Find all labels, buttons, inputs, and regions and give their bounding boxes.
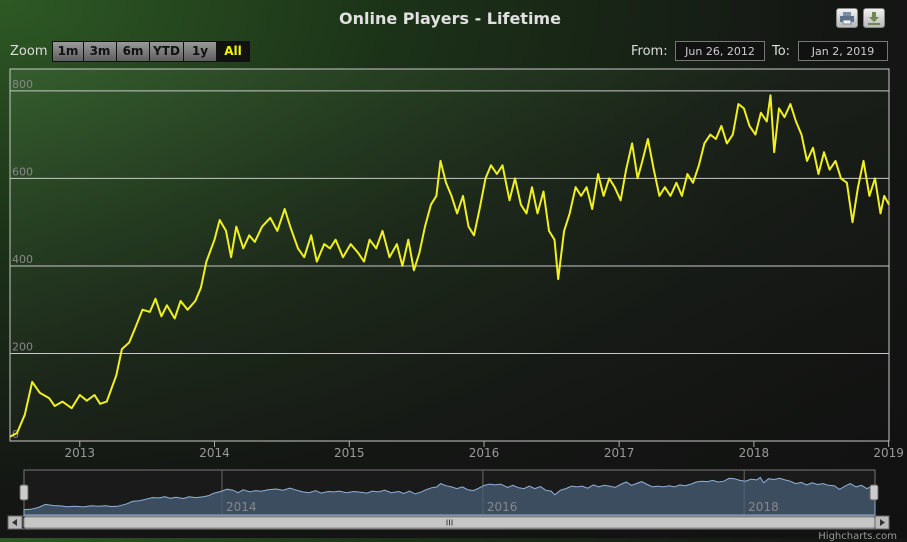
zoom-label: Zoom (10, 44, 48, 59)
to-date-input[interactable] (798, 41, 888, 61)
download-icon (868, 12, 880, 25)
navigator-handle-right[interactable] (869, 484, 879, 501)
to-label: To: (772, 44, 791, 59)
series-line (9, 94, 890, 438)
x-tick-label: 2014 (199, 446, 230, 460)
zoom-all-button[interactable]: All (216, 41, 250, 62)
navigator-tick-label: 2016 (487, 500, 518, 514)
navigator-handle-left[interactable] (19, 484, 29, 501)
chart-title: Online Players - Lifetime (339, 9, 561, 28)
scroll-left-arrow-icon (12, 519, 17, 526)
x-tick-label: 2013 (65, 446, 96, 460)
x-tick-label: 2017 (604, 446, 635, 460)
from-date-input[interactable] (675, 41, 765, 61)
zoom-ytd-button[interactable]: YTD (149, 41, 184, 62)
y-tick-label: 200 (12, 340, 33, 353)
scroll-right-arrow-icon (880, 519, 885, 526)
zoom-1y-button[interactable]: 1y (183, 41, 217, 62)
y-tick-label: 800 (12, 78, 33, 91)
x-tick-label: 2015 (334, 446, 365, 460)
printer-icon (840, 12, 854, 25)
navigator-tick-label: 2018 (748, 500, 779, 514)
plot-area (9, 68, 890, 442)
y-tick-label: 600 (12, 165, 33, 178)
zoom-3m-button[interactable]: 3m (83, 41, 117, 62)
scrollbar-grip-icon (446, 519, 453, 526)
navigator-tick-label: 2014 (226, 500, 257, 514)
x-tick-label: 2018 (739, 446, 770, 460)
print-button[interactable] (836, 8, 858, 28)
navigator-series (23, 476, 876, 516)
download-button[interactable] (863, 8, 885, 28)
y-tick-label: 400 (12, 253, 33, 266)
x-tick-label: 2019 (873, 446, 904, 460)
x-tick-label: 2016 (469, 446, 500, 460)
from-label: From: (631, 44, 668, 59)
credits-link[interactable]: Highcharts.com (818, 531, 897, 542)
zoom-6m-button[interactable]: 6m (116, 41, 150, 62)
zoom-1m-button[interactable]: 1m (52, 41, 84, 62)
zoom-buttons: 1m 3m 6m YTD 1y All (52, 41, 250, 62)
